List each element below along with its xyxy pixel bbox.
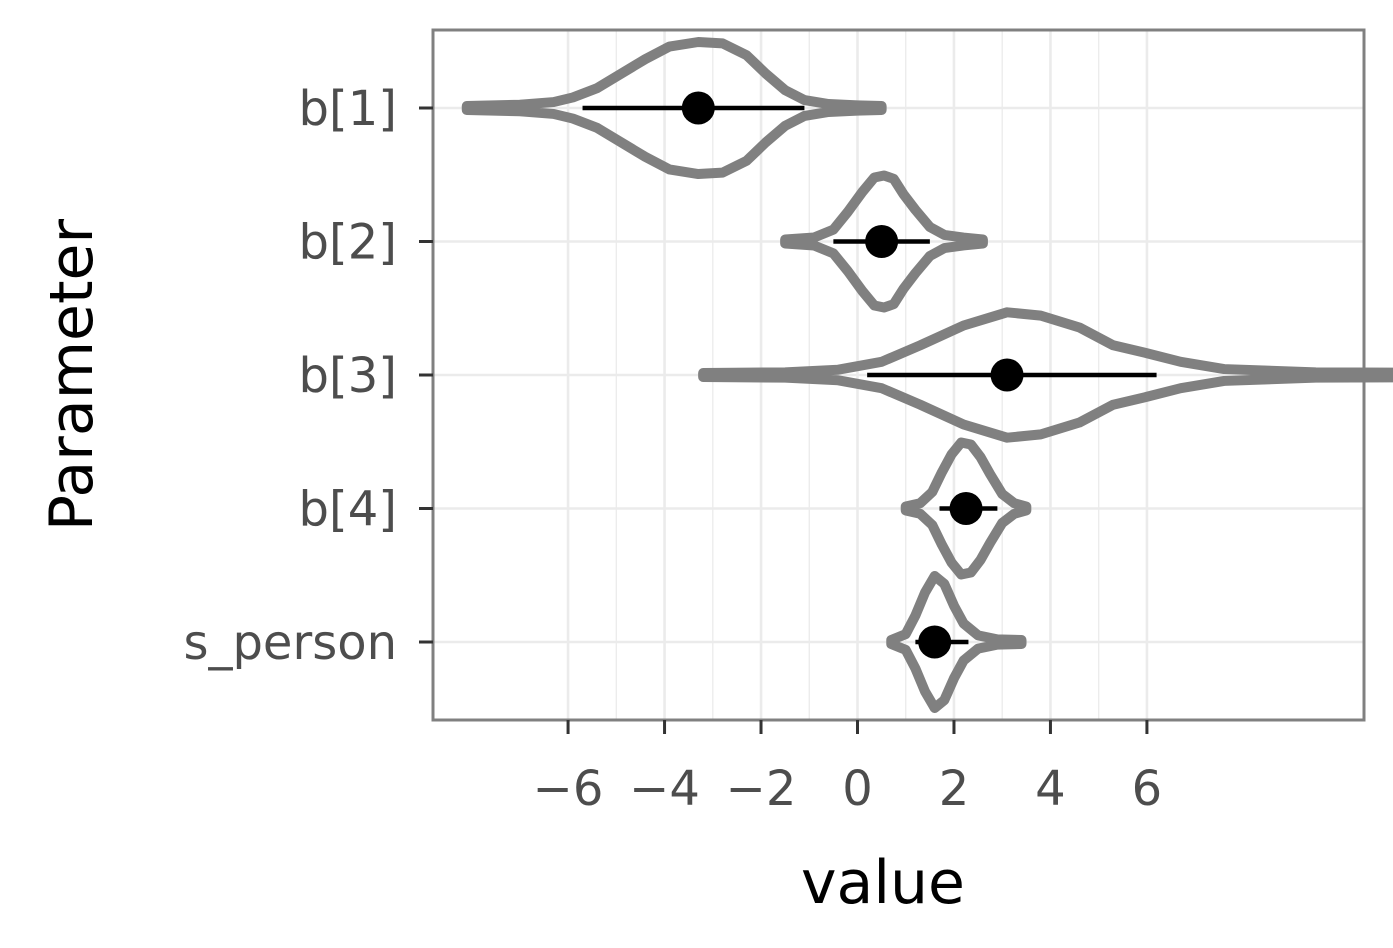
violin-b[1] — [461, 37, 887, 179]
median-point-b[1] — [681, 91, 715, 125]
y-tick-label: b[4] — [299, 482, 397, 538]
y-axis-title: Parameter — [37, 219, 107, 531]
y-tick-label: b[2] — [299, 215, 397, 271]
x-tick-label: 6 — [1132, 761, 1163, 817]
x-tick-label: −4 — [629, 761, 700, 817]
x-tick-label: 4 — [1035, 761, 1066, 817]
x-tick-label: −6 — [533, 761, 604, 817]
violins — [461, 37, 1393, 713]
plot-panel — [431, 28, 1393, 722]
median-point-b[3] — [990, 358, 1024, 392]
y-axis: b[1] b[2] b[3] b[4] s_person — [183, 81, 433, 671]
x-tick-label: −2 — [726, 761, 797, 817]
x-tick-label: 2 — [939, 761, 970, 817]
x-tick-label: 0 — [842, 761, 873, 817]
median-point-s_person — [918, 625, 952, 659]
violin-b[4] — [900, 437, 1032, 580]
intervals — [582, 91, 1157, 659]
median-point-b[4] — [949, 492, 983, 525]
violin-b[3] — [698, 307, 1393, 443]
violin-b[2] — [780, 170, 988, 313]
x-axis: −6 −4 −2 0 2 4 6 — [533, 720, 1163, 817]
median-point-b[2] — [865, 225, 899, 258]
y-tick-label: s_person — [183, 615, 397, 671]
y-tick-label: b[1] — [299, 81, 397, 137]
y-tick-label: b[3] — [299, 348, 397, 404]
violin-s_person — [886, 571, 1027, 713]
x-axis-title: value — [801, 848, 965, 918]
